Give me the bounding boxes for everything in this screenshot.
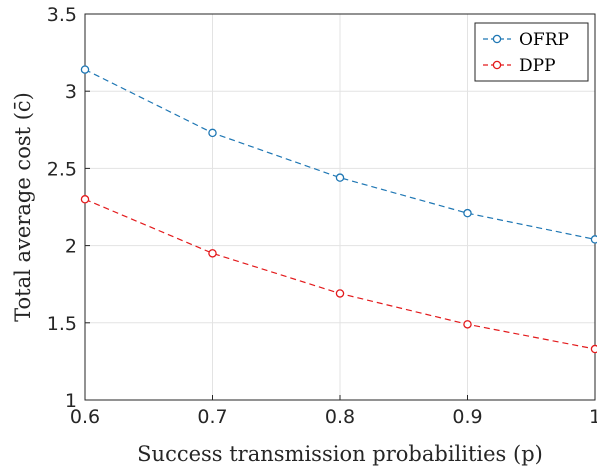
data-point-dpp [463, 320, 472, 329]
x-axis: 0.6 0.7 0.8 0.9 1 [70, 395, 597, 428]
legend-box [474, 22, 589, 82]
legend-marker-dpp [492, 60, 502, 70]
data-point-ofrp [590, 235, 597, 244]
x-tick-label: 1 [589, 406, 597, 428]
data-point-dpp [80, 195, 90, 204]
y-tick-label: 3 [65, 81, 77, 103]
data-point-dpp [208, 249, 217, 258]
legend-label-ofrp: OFRP [519, 30, 569, 50]
y-axis-label: Total average cost (c̄) [11, 92, 35, 322]
legend-label-dpp: DPP [519, 56, 556, 76]
x-tick-label: 0.9 [452, 406, 482, 428]
series-line-ofrp [84, 69, 596, 240]
data-point-ofrp [463, 208, 472, 218]
y-axis: 1 1.5 2 2.5 3 3.5 [47, 4, 90, 412]
series-dpp [80, 195, 597, 354]
data-point-ofrp [80, 65, 90, 74]
legend-item-ofrp: OFRP [483, 30, 569, 50]
series-layer [80, 65, 597, 354]
x-axis-label: Success transmission probabilities (p) [137, 442, 543, 466]
data-point-dpp [335, 289, 345, 298]
x-tick-label: 0.7 [197, 406, 227, 428]
legend-item-dpp: DPP [483, 56, 556, 76]
data-point-ofrp [208, 128, 217, 138]
legend-marker-ofrp [492, 34, 502, 44]
x-tick-label: 0.6 [70, 406, 100, 428]
legend: OFRP DPP [474, 22, 589, 82]
series-ofrp [80, 65, 597, 244]
x-tick-label: 0.8 [325, 406, 355, 428]
y-tick-label: 2.5 [47, 158, 77, 180]
data-point-ofrp [335, 173, 345, 182]
y-tick-label: 1.5 [47, 313, 77, 335]
y-tick-label: 1 [65, 390, 77, 412]
y-tick-label: 2 [65, 236, 77, 258]
data-point-dpp [590, 344, 597, 354]
y-tick-label: 3.5 [47, 4, 77, 26]
